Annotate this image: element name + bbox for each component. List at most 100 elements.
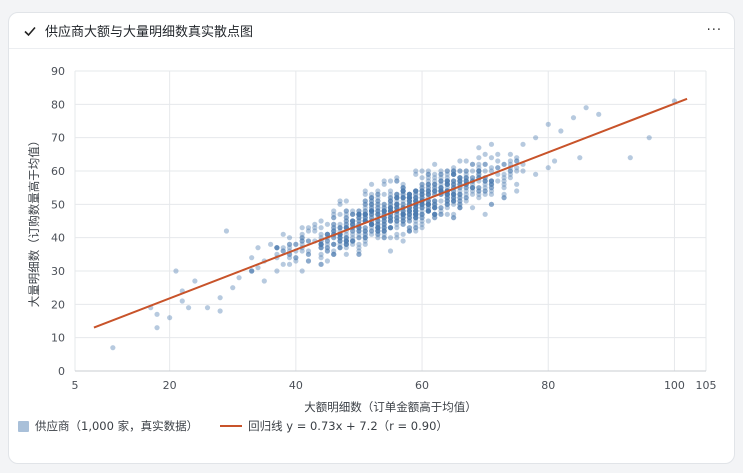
scatter-point [337,198,343,204]
scatter-point [432,188,438,194]
scatter-point [406,195,413,201]
scatter-point [286,245,293,251]
scatter-point [318,231,324,237]
scatter-point [425,181,431,187]
scatter-point [343,241,349,247]
scatter-point [312,221,318,227]
legend-item-regression[interactable]: 回归线 y = 0.73x + 7.2（r = 0.90） [220,418,448,434]
scatter-point [457,205,463,211]
scatter-point [488,141,495,147]
scatter-point [331,251,337,257]
scatter-point [400,201,406,207]
scatter-point [438,211,444,217]
scatter-point [406,211,413,217]
scatter-point [432,188,438,194]
scatter-point [457,198,463,204]
scatter-point [356,251,362,257]
y-tick-label: 40 [51,232,65,245]
scatter-point [444,181,450,187]
scatter-point [337,221,343,227]
scatter-point [457,201,463,207]
scatter-point [387,218,394,224]
scatter-point [375,225,381,231]
scatter-point [451,191,457,197]
scatter-point [425,171,431,177]
scatter-point [406,218,413,224]
x-tick-label: 100 [664,379,685,392]
scatter-point [375,218,381,224]
scatter-point [432,161,438,167]
scatter-point [305,258,312,264]
scatter-point [425,201,431,207]
scatter-point [368,221,375,227]
scatter-point [204,305,211,311]
scatter-point [280,245,286,251]
scatter-point [514,155,520,161]
scatter-point [451,195,457,201]
scatter-point [368,208,375,214]
scatter-point [406,198,413,204]
x-tick-label: 105 [696,379,717,392]
scatter-point [419,201,425,207]
scatter-point [463,175,469,181]
scatter-point [432,211,438,217]
scatter-point [362,225,368,231]
scatter-point [362,215,368,221]
scatter-point [299,241,305,247]
scatter-point [362,208,368,214]
scatter-point [451,198,457,204]
scatter-point [356,215,362,221]
scatter-point [375,218,381,224]
scatter-point [286,235,293,241]
scatter-point [419,188,425,194]
scatter-point [337,238,343,244]
scatter-point [362,211,368,217]
scatter-point [400,218,406,224]
scatter-point [362,215,368,221]
scatter-point [305,238,312,244]
scatter-point [406,198,413,204]
scatter-point [438,175,444,181]
scatter-point [217,295,223,301]
scatter-point [413,208,419,214]
scatter-point [438,185,444,191]
y-tick-label: 30 [51,265,65,278]
scatter-point [356,211,362,217]
scatter-point [368,225,375,231]
scatter-point [406,208,413,214]
legend-item-suppliers[interactable]: 供应商（1,000 家，真实数据） [18,418,198,434]
card-header: 供应商大额与大量明细数真实散点图 ··· [9,13,734,49]
scatter-point [394,218,400,224]
scatter-point [419,191,425,197]
scatter-point [337,235,343,241]
scatter-point [337,235,343,241]
scatter-point [362,231,368,237]
scatter-point [438,208,444,214]
scatter-point [413,211,419,217]
scatter-point [375,228,381,234]
y-tick-label: 60 [51,165,65,178]
scatter-point [223,228,230,234]
scatter-point [331,241,337,247]
scatter-point [394,201,400,207]
scatter-point [451,181,457,187]
scatter-point [299,231,305,237]
scatter-point [457,195,463,201]
scatter-point [444,195,450,201]
scatter-point [469,161,476,167]
scatter-point [419,221,425,227]
scatter-point [381,205,387,211]
scatter-point [419,168,425,174]
scatter-point [368,191,375,197]
scatter-point [507,175,513,181]
more-options-icon[interactable]: ··· [706,23,722,38]
scatter-point [413,211,419,217]
scatter-point [400,211,406,217]
scatter-point [432,198,438,204]
scatter-point [381,208,387,214]
scatter-point [482,178,488,184]
scatter-point [463,178,469,184]
check-icon[interactable] [23,24,37,38]
scatter-point [432,201,438,207]
scatter-point [406,195,413,201]
